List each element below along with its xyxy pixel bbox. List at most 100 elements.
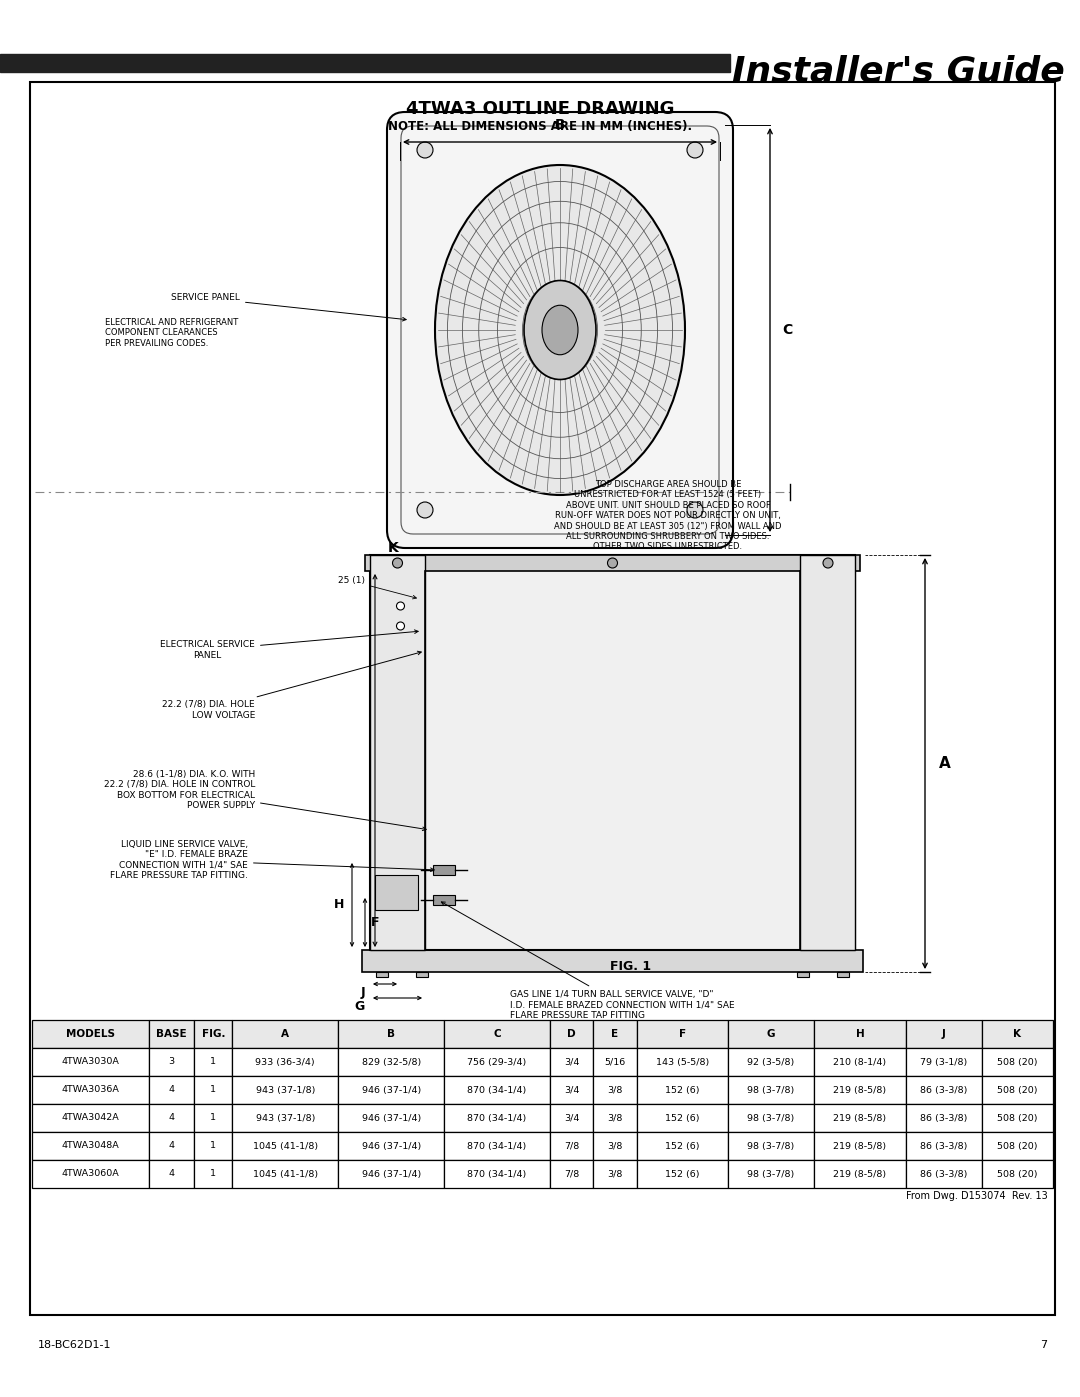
Circle shape bbox=[417, 142, 433, 158]
Bar bbox=[149, 1020, 194, 1048]
Bar bbox=[32, 1048, 149, 1076]
Text: 508 (20): 508 (20) bbox=[997, 1058, 1038, 1066]
Text: MODELS: MODELS bbox=[66, 1030, 116, 1039]
Text: 870 (34-1/4): 870 (34-1/4) bbox=[468, 1113, 527, 1123]
Text: 1: 1 bbox=[211, 1058, 216, 1066]
Text: 508 (20): 508 (20) bbox=[997, 1085, 1038, 1094]
Text: 18-BC62D1-1: 18-BC62D1-1 bbox=[38, 1340, 111, 1350]
Circle shape bbox=[687, 502, 703, 518]
Text: NOTE: ALL DIMENSIONS ARE IN MM (INCHES).: NOTE: ALL DIMENSIONS ARE IN MM (INCHES). bbox=[388, 120, 692, 133]
Text: 219 (8-5/8): 219 (8-5/8) bbox=[834, 1169, 887, 1179]
Text: 152 (6): 152 (6) bbox=[665, 1113, 700, 1123]
Text: 5/16: 5/16 bbox=[605, 1058, 625, 1066]
Bar bbox=[32, 1160, 149, 1187]
Bar bbox=[636, 1076, 728, 1104]
Text: F: F bbox=[372, 916, 379, 929]
Bar bbox=[982, 1020, 1053, 1048]
Bar bbox=[338, 1048, 444, 1076]
Text: 4: 4 bbox=[168, 1169, 175, 1179]
Bar bbox=[338, 1076, 444, 1104]
Ellipse shape bbox=[524, 281, 596, 380]
Text: 7: 7 bbox=[1040, 1340, 1047, 1350]
Text: 4: 4 bbox=[168, 1085, 175, 1094]
Text: 3/4: 3/4 bbox=[564, 1113, 579, 1123]
Bar bbox=[814, 1076, 905, 1104]
Bar bbox=[728, 1160, 814, 1187]
Text: SERVICE PANEL: SERVICE PANEL bbox=[171, 293, 406, 321]
Bar bbox=[376, 972, 388, 977]
Bar bbox=[149, 1104, 194, 1132]
Bar bbox=[837, 972, 849, 977]
Circle shape bbox=[687, 142, 703, 158]
Bar bbox=[814, 1160, 905, 1187]
Bar bbox=[433, 895, 455, 905]
Bar bbox=[149, 1132, 194, 1160]
Bar bbox=[636, 1160, 728, 1187]
Bar bbox=[728, 1132, 814, 1160]
Text: FIG. 1: FIG. 1 bbox=[610, 960, 651, 972]
Bar bbox=[982, 1160, 1053, 1187]
Text: 98 (3-7/8): 98 (3-7/8) bbox=[747, 1141, 795, 1151]
Text: 943 (37-1/8): 943 (37-1/8) bbox=[256, 1113, 315, 1123]
Bar bbox=[636, 1104, 728, 1132]
Bar bbox=[593, 1160, 636, 1187]
Text: ELECTRICAL AND REFRIGERANT
COMPONENT CLEARANCES
PER PREVAILING CODES.: ELECTRICAL AND REFRIGERANT COMPONENT CLE… bbox=[105, 319, 238, 348]
Circle shape bbox=[417, 502, 433, 518]
Text: 829 (32-5/8): 829 (32-5/8) bbox=[362, 1058, 421, 1066]
Bar bbox=[550, 1048, 593, 1076]
Text: 3/4: 3/4 bbox=[564, 1085, 579, 1094]
Text: 1: 1 bbox=[211, 1085, 216, 1094]
Bar bbox=[194, 1104, 232, 1132]
Bar bbox=[636, 1048, 728, 1076]
Text: 1045 (41-1/8): 1045 (41-1/8) bbox=[253, 1169, 318, 1179]
Text: 219 (8-5/8): 219 (8-5/8) bbox=[834, 1085, 887, 1094]
Bar bbox=[593, 1104, 636, 1132]
Bar bbox=[194, 1132, 232, 1160]
Text: 98 (3-7/8): 98 (3-7/8) bbox=[747, 1113, 795, 1123]
Bar bbox=[814, 1104, 905, 1132]
Text: 4TWA3030A: 4TWA3030A bbox=[62, 1058, 120, 1066]
Text: E: E bbox=[611, 1030, 619, 1039]
Bar bbox=[444, 1048, 550, 1076]
Bar bbox=[982, 1048, 1053, 1076]
Bar bbox=[593, 1076, 636, 1104]
Bar bbox=[814, 1020, 905, 1048]
Bar bbox=[232, 1160, 338, 1187]
Text: 25 (1): 25 (1) bbox=[338, 577, 417, 599]
Text: 933 (36-3/4): 933 (36-3/4) bbox=[256, 1058, 315, 1066]
Bar bbox=[338, 1020, 444, 1048]
Text: 86 (3-3/8): 86 (3-3/8) bbox=[920, 1085, 968, 1094]
Circle shape bbox=[396, 622, 405, 630]
Text: 943 (37-1/8): 943 (37-1/8) bbox=[256, 1085, 315, 1094]
Bar bbox=[550, 1160, 593, 1187]
Bar bbox=[194, 1048, 232, 1076]
Text: ELECTRICAL SERVICE
PANEL: ELECTRICAL SERVICE PANEL bbox=[160, 630, 418, 659]
Ellipse shape bbox=[542, 306, 578, 355]
Bar bbox=[0, 54, 730, 73]
Text: K: K bbox=[1013, 1030, 1022, 1039]
Text: FIG.: FIG. bbox=[202, 1030, 225, 1039]
Bar bbox=[194, 1020, 232, 1048]
Bar bbox=[728, 1048, 814, 1076]
Text: 152 (6): 152 (6) bbox=[665, 1141, 700, 1151]
Text: 219 (8-5/8): 219 (8-5/8) bbox=[834, 1113, 887, 1123]
Bar bbox=[433, 865, 455, 875]
Text: GAS LINE 1/4 TURN BALL SERVICE VALVE, "D"
I.D. FEMALE BRAZED CONNECTION WITH 1/4: GAS LINE 1/4 TURN BALL SERVICE VALVE, "D… bbox=[442, 902, 734, 1020]
Text: 86 (3-3/8): 86 (3-3/8) bbox=[920, 1169, 968, 1179]
Text: K: K bbox=[388, 541, 399, 555]
Bar bbox=[232, 1076, 338, 1104]
Bar bbox=[370, 555, 426, 950]
Text: 98 (3-7/8): 98 (3-7/8) bbox=[747, 1085, 795, 1094]
Text: 870 (34-1/4): 870 (34-1/4) bbox=[468, 1141, 527, 1151]
Bar bbox=[797, 972, 809, 977]
Text: 28.6 (1-1/8) DIA. K.O. WITH
22.2 (7/8) DIA. HOLE IN CONTROL
BOX BOTTOM FOR ELECT: 28.6 (1-1/8) DIA. K.O. WITH 22.2 (7/8) D… bbox=[104, 770, 427, 831]
Bar bbox=[636, 1020, 728, 1048]
Text: 143 (5-5/8): 143 (5-5/8) bbox=[656, 1058, 708, 1066]
Text: 946 (37-1/4): 946 (37-1/4) bbox=[362, 1085, 421, 1094]
Text: 22.2 (7/8) DIA. HOLE
LOW VOLTAGE: 22.2 (7/8) DIA. HOLE LOW VOLTAGE bbox=[162, 651, 421, 719]
Bar bbox=[362, 950, 863, 972]
Bar bbox=[194, 1076, 232, 1104]
Text: J: J bbox=[361, 986, 365, 999]
Text: 219 (8-5/8): 219 (8-5/8) bbox=[834, 1141, 887, 1151]
Ellipse shape bbox=[435, 165, 685, 495]
